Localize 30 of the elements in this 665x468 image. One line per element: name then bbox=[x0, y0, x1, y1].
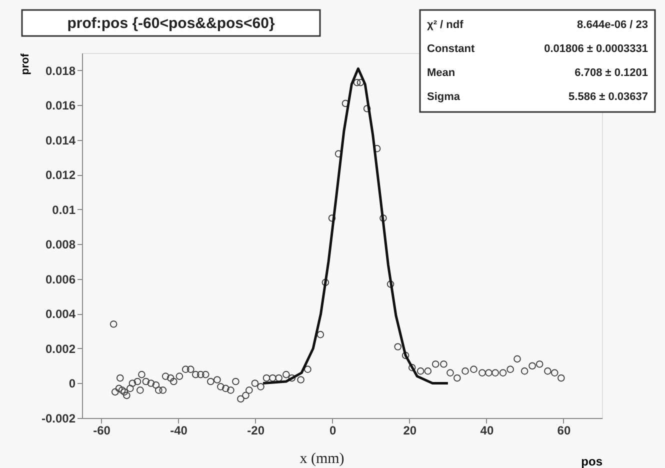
annotation: Constant bbox=[427, 43, 475, 55]
y-tick-label: 0.018 bbox=[45, 64, 76, 78]
y-tick-label: 0.002 bbox=[45, 342, 76, 356]
x-tick-label: 40 bbox=[480, 424, 494, 438]
annotation: Mean bbox=[427, 67, 456, 79]
x-axis-title: pos bbox=[581, 454, 603, 468]
text: 8.644e-06 / 23 bbox=[577, 19, 648, 31]
y-tick-label: 0.006 bbox=[45, 272, 76, 286]
text: χ² / ndf bbox=[427, 19, 464, 31]
annotation: 6.708 ± 0.1201 bbox=[574, 67, 648, 79]
annotation: 5.586 ± 0.03637 bbox=[568, 91, 648, 103]
y-tick-label: 0 bbox=[68, 376, 76, 391]
x-tick-label: 60 bbox=[557, 424, 571, 438]
x-tick-label: 20 bbox=[403, 424, 417, 438]
x-tick-label: 0 bbox=[330, 424, 337, 438]
text: x (mm) bbox=[300, 451, 344, 467]
x-tick-label: -20 bbox=[247, 424, 265, 438]
y-tick-label: 0.004 bbox=[45, 307, 76, 322]
y-tick-label: 0.016 bbox=[45, 98, 76, 113]
y-tick-label: 0.008 bbox=[45, 238, 76, 252]
annotation: Sigma bbox=[427, 91, 461, 103]
chart-title: prof:pos {-60<pos&&pos<60} bbox=[67, 15, 275, 32]
y-tick-label: -0.002 bbox=[41, 412, 76, 426]
x-tick-label: -60 bbox=[93, 424, 111, 438]
annotation: 0.01806 ± 0.0003331 bbox=[544, 43, 648, 55]
y-tick-label: 0.012 bbox=[45, 168, 76, 182]
y-tick-label: 0.014 bbox=[45, 133, 76, 148]
x-tick-label: -40 bbox=[170, 424, 188, 438]
y-axis-title: prof bbox=[20, 53, 32, 75]
y-tick-label: 0.01 bbox=[52, 202, 76, 217]
